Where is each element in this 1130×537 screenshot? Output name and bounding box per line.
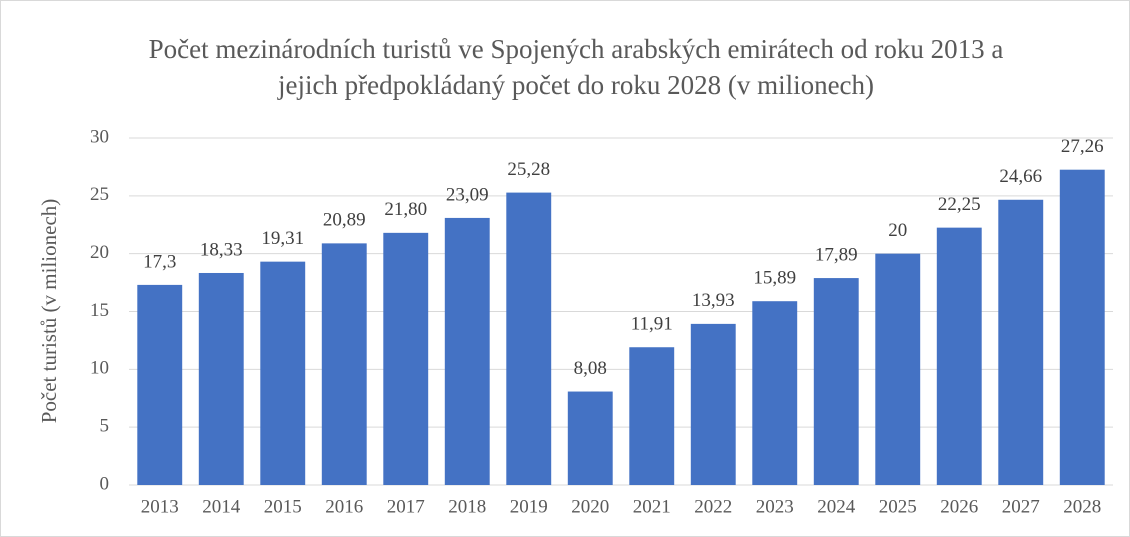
y-tick-label: 25 [90,184,109,205]
x-tick-label: 2023 [756,496,794,517]
bar [998,199,1044,486]
bar [813,278,859,485]
y-tick-label: 0 [100,473,110,494]
data-label: 24,66 [999,166,1042,187]
x-tick-label: 2018 [448,496,486,517]
bar [567,391,613,485]
bar [198,272,244,485]
x-tick-label: 2025 [879,496,917,517]
data-label: 13,93 [692,290,735,311]
data-label: 21,80 [384,199,427,220]
x-tick-label: 2027 [1002,496,1040,517]
x-tick-label: 2026 [940,496,978,517]
y-tick-label: 5 [100,416,110,437]
x-tick-label: 2021 [633,496,671,517]
x-tick-label: 2017 [387,496,425,517]
bar [444,217,490,485]
bar [321,243,367,485]
x-tick-label: 2024 [817,496,856,517]
bar [629,347,675,485]
bar [1059,169,1105,485]
bar [383,232,429,485]
bar [690,323,736,485]
y-tick-label: 10 [90,358,109,379]
y-tick-label: 15 [90,300,109,321]
data-label: 18,33 [200,239,243,260]
bar [936,227,982,485]
x-tick-label: 2028 [1063,496,1101,517]
data-label: 17,3 [143,251,176,272]
bar [506,192,552,485]
data-label: 11,91 [631,314,673,335]
chart-title: Počet mezinárodních turistů ve Spojených… [148,34,1004,100]
bar [752,301,798,485]
data-label: 15,89 [753,268,796,289]
x-tick-label: 2020 [571,496,609,517]
data-label: 27,26 [1061,136,1104,157]
x-tick-label: 2013 [141,496,179,517]
bar [875,253,921,485]
data-label: 23,09 [446,184,489,205]
data-label: 8,08 [574,358,607,379]
x-tick-label: 2014 [202,496,241,517]
x-tick-label: 2022 [694,496,732,517]
y-tick-label: 30 [90,126,109,147]
y-tick-label: 20 [90,242,109,263]
bar [137,284,183,485]
data-label: 25,28 [507,159,550,180]
x-tick-label: 2019 [510,496,548,517]
data-label: 20 [888,220,907,241]
data-label: 20,89 [323,210,366,231]
data-label: 19,31 [261,228,304,249]
x-tick-label: 2016 [325,496,363,517]
y-axis-label: Počet turistů (v milionech) [37,199,61,424]
data-label: 17,89 [815,244,858,265]
x-tick-label: 2015 [264,496,302,517]
bar [260,261,306,485]
data-label: 22,25 [938,194,981,215]
